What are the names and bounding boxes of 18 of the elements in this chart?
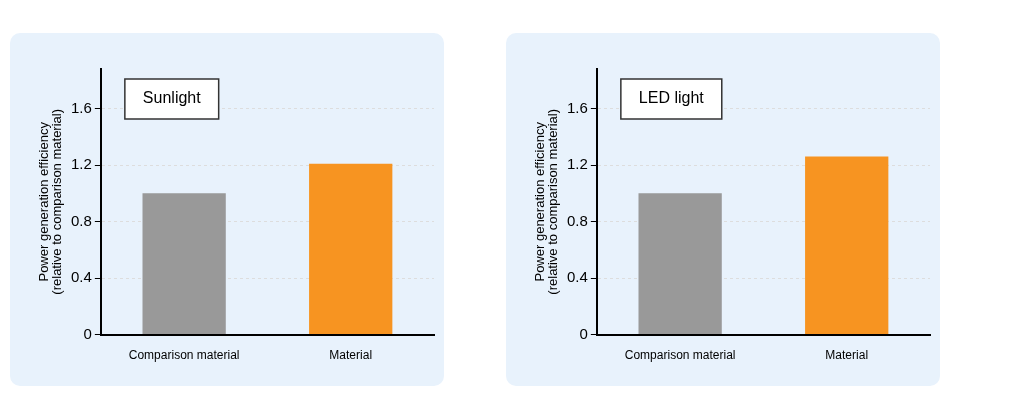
- x-tick-label: Material: [825, 348, 869, 363]
- text: LED light: [638, 89, 705, 107]
- x-tick-label: Comparison material: [128, 348, 240, 363]
- y-tick-label: 0.4: [566, 268, 588, 286]
- y-tick-label: 0.4: [70, 268, 92, 286]
- y-axis-title: Power generation efficiency (relative to comparison material): [36, 108, 65, 295]
- y-tick-label: 1.2: [70, 155, 92, 173]
- x-tick-label: Comparison material: [624, 348, 736, 363]
- y-tick-label: 1.2: [566, 155, 588, 173]
- text: Sunlight: [142, 89, 202, 107]
- y-axis-title: Power generation efficiency (relative to comparison material): [532, 108, 561, 295]
- y-tick-label: 1.6: [70, 98, 92, 116]
- y-tick-label: 1.6: [566, 98, 588, 116]
- y-tick-label: 0.8: [566, 211, 588, 229]
- x-tick-label: Material: [329, 348, 373, 363]
- y-tick-label: 0: [579, 324, 588, 342]
- y-tick-label: 0.8: [70, 211, 92, 229]
- y-tick-label: 0: [83, 324, 92, 342]
